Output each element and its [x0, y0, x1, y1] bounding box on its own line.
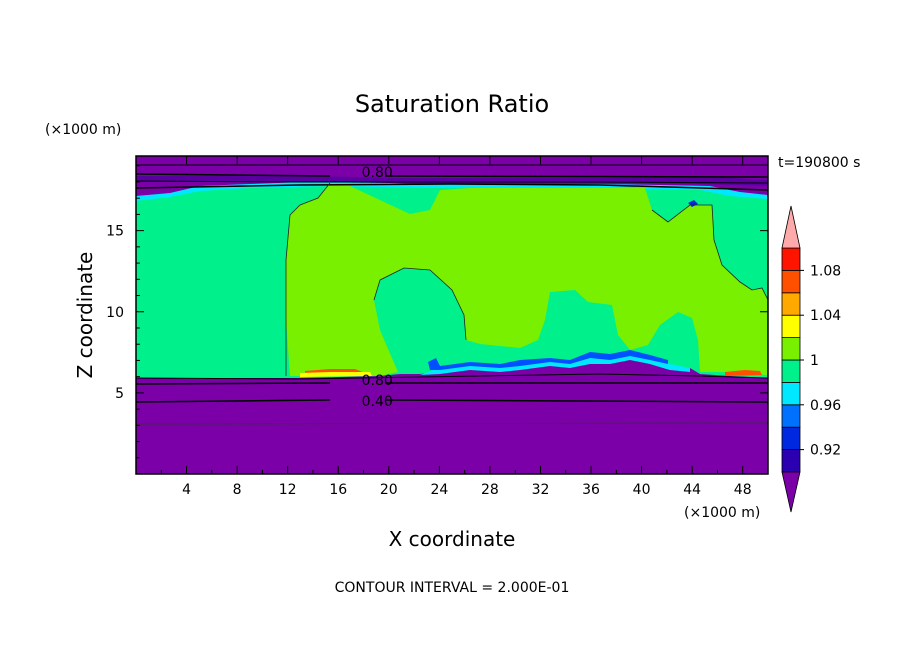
contour-label: 0.80: [362, 165, 393, 181]
y-tick-label: 15: [106, 224, 124, 240]
x-tick-label: 44: [683, 482, 701, 498]
x-axis: 4 8 12 16 20 24 28 32 36 40 44 48: [160, 156, 752, 498]
colorbar-label: 1.04: [810, 308, 841, 324]
x-tick-label: 40: [633, 482, 651, 498]
colorbar-swatch: [781, 247, 801, 271]
colorbar-swatch: [781, 449, 801, 473]
colorbar-swatch: [781, 381, 801, 406]
yellow-patch-left: [300, 372, 372, 377]
colorbar-swatch: [781, 314, 801, 339]
x-axis-title: X coordinate: [389, 527, 516, 551]
x-tick-label: 20: [380, 482, 398, 498]
x-tick-label: 36: [582, 482, 600, 498]
x-tick-label: 48: [734, 482, 752, 498]
red-patch-right: [725, 370, 762, 376]
y-axis: 5 10 15: [106, 165, 768, 459]
upper-dark-streak: [136, 176, 768, 186]
upper-band: [136, 156, 768, 178]
colorbar-label: 1.08: [810, 263, 841, 279]
x-tick-label: 24: [430, 482, 448, 498]
y-axis-title: Z coordinate: [73, 252, 97, 379]
x-tick-label: 16: [329, 482, 347, 498]
chart-title: Saturation Ratio: [355, 90, 549, 118]
x-tick-label: 12: [279, 482, 297, 498]
x-tick-label: 8: [233, 482, 242, 498]
colorbar-swatch: [781, 292, 801, 316]
colorbar-swatch: [781, 426, 801, 451]
plot-area: 0.80 0.80 0.40: [135, 155, 769, 475]
x-tick-label: 32: [532, 482, 550, 498]
green-patch: [466, 206, 484, 232]
colorbar-label: 0.92: [810, 443, 841, 459]
colorbar-swatch: [781, 337, 801, 361]
colorbar-swatch: [781, 404, 801, 428]
y-tick-label: 5: [115, 386, 124, 402]
colorbar-upper-arrow: [781, 205, 801, 249]
cyan-bottom-band: [420, 352, 690, 375]
colorbar-lower-arrow: [781, 471, 801, 513]
time-label: t=190800 s: [778, 155, 860, 171]
saturated-core-region: [286, 183, 768, 376]
y-tick-label: 10: [106, 305, 124, 321]
y-unit-label: (×1000 m): [45, 122, 121, 138]
contour-label: 0.40: [362, 394, 393, 410]
plot-frame: [135, 155, 769, 475]
colorbar-label: 0.96: [810, 398, 841, 414]
contour-label: 0.80: [362, 373, 393, 389]
x-unit-label: (×1000 m): [684, 505, 760, 521]
contour-labels: 0.80 0.80 0.40: [362, 165, 393, 410]
blue-bottom-band: [428, 350, 668, 370]
x-tick-label: 4: [182, 482, 191, 498]
contour-interval-note: CONTOUR INTERVAL = 2.000E-01: [335, 580, 570, 596]
colorbar-label: 1: [810, 353, 819, 369]
x-tick-label: 28: [481, 482, 499, 498]
contour-lines: [135, 164, 769, 425]
colorbar-swatch: [781, 359, 801, 383]
colorbar-swatch: [781, 269, 801, 294]
colorbar: 0.92 0.96 1 1.04 1.08: [781, 205, 841, 513]
